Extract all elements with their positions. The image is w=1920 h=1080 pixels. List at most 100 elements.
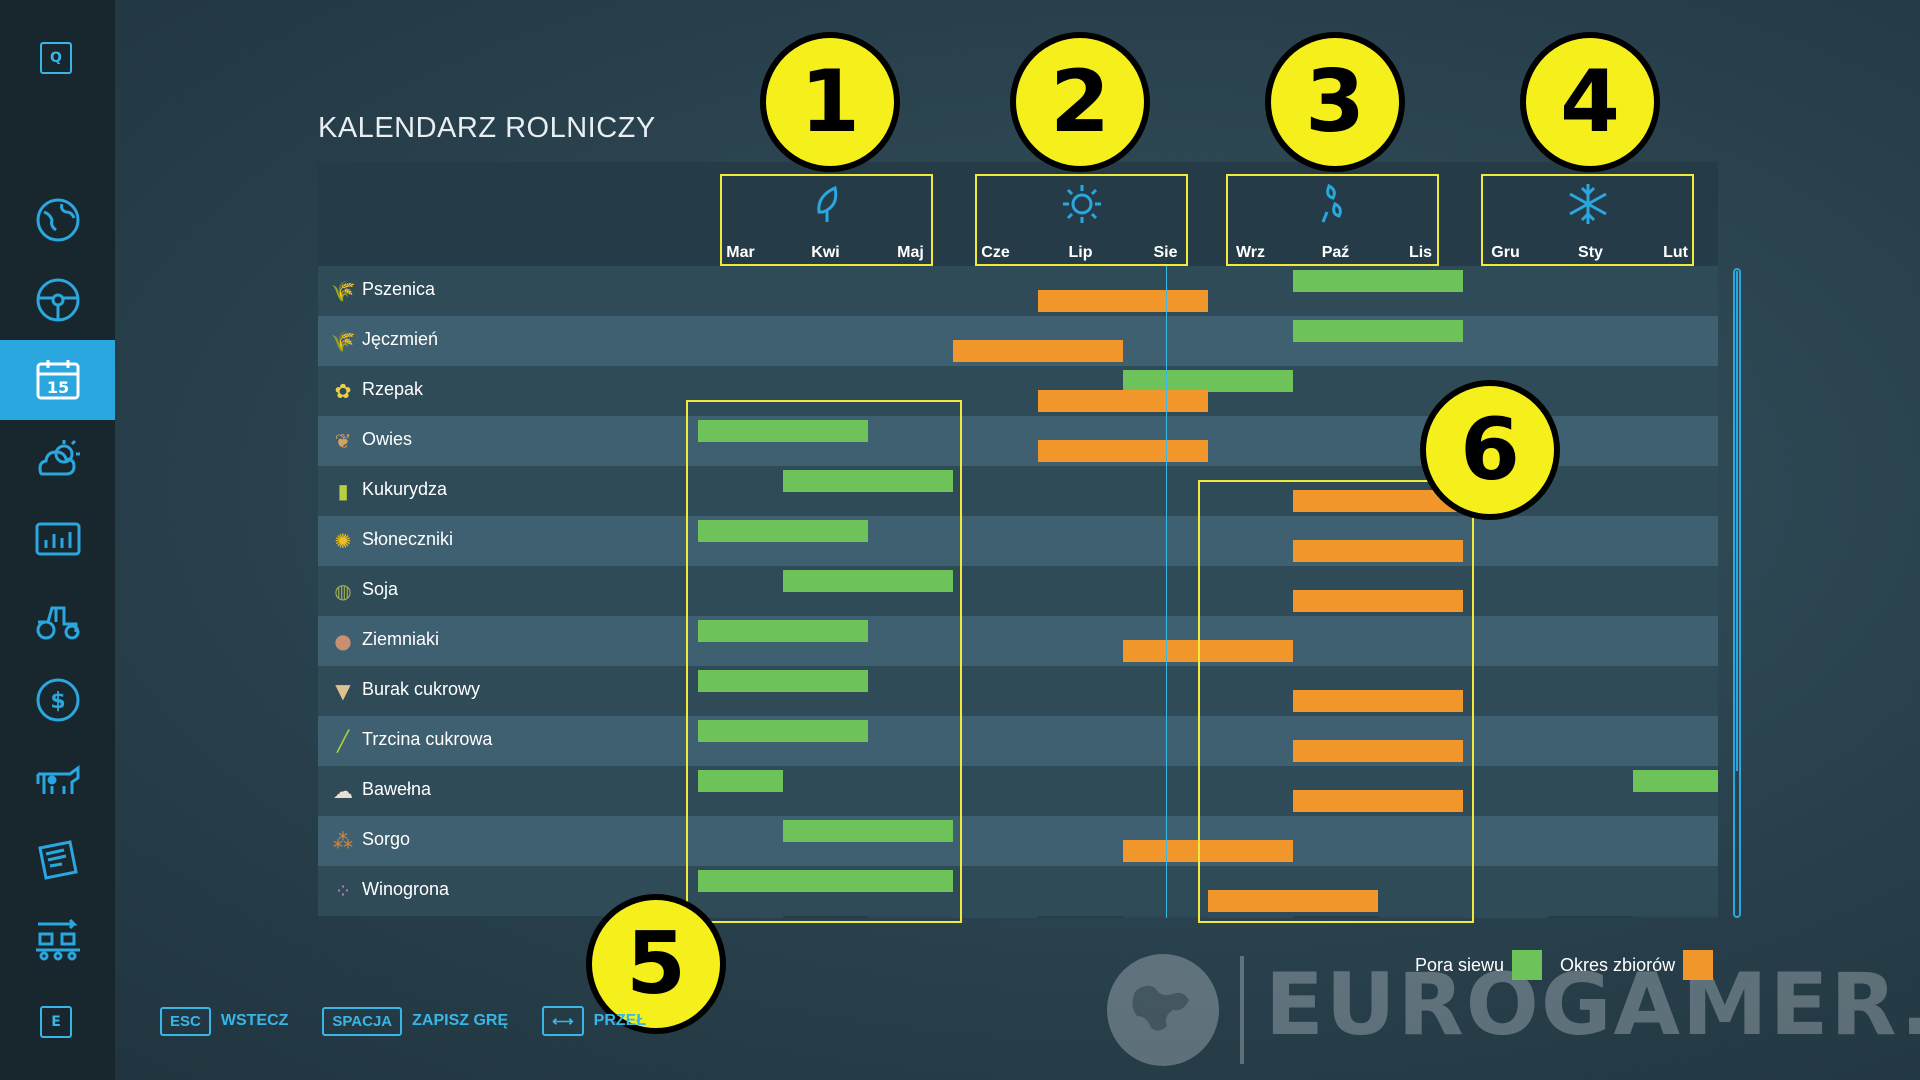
month-label: Kwi — [811, 244, 840, 261]
harvest-period-bar — [1293, 690, 1463, 712]
harvest-period-bar — [1293, 540, 1463, 562]
month-label: Mar — [726, 244, 755, 261]
sidebar-item-calendar[interactable]: 15 — [0, 340, 115, 420]
cow-icon — [36, 765, 79, 794]
legend-harvest-label: Okres zbiorów — [1560, 954, 1676, 975]
crop-name: Rzepak — [362, 379, 424, 399]
highlight-sowing-area — [686, 400, 962, 923]
sowing-period-bar — [1293, 270, 1463, 292]
month-label: Gru — [1491, 244, 1520, 261]
canola-icon: ✿ — [334, 379, 352, 403]
legend-sow-label: Pora siewu — [1415, 954, 1505, 975]
wheat-icon: 🌾 — [330, 279, 356, 303]
harvest-period-bar — [1038, 290, 1208, 312]
sidebar-item-map[interactable] — [0, 180, 115, 260]
oat-icon: ❦ — [334, 429, 352, 453]
crop-name: Kukurydza — [362, 479, 448, 499]
save-label: ZAPISZ GRĘ — [412, 1012, 509, 1029]
sidebar-key-q[interactable]: Q — [40, 42, 72, 74]
weather-icon — [37, 439, 80, 476]
sowing-period-bar — [698, 420, 868, 442]
calendar-day: 15 — [46, 378, 68, 397]
table-row[interactable]: ✺ Słoneczniki — [318, 516, 1718, 566]
table-row[interactable]: ▼ Burak cukrowy — [318, 666, 1718, 716]
harvest-period-bar — [1293, 790, 1463, 812]
crop-name: Bawełna — [362, 779, 432, 799]
table-row[interactable]: ⁘ Winogrona — [318, 866, 1718, 916]
table-row[interactable]: 🌾 Pszenica — [318, 266, 1718, 316]
sowing-period-bar — [1633, 770, 1718, 792]
badge-4: 4 — [1520, 32, 1660, 172]
table-row[interactable]: ╱ Trzcina cukrowa — [318, 716, 1718, 766]
harvest-period-bar — [953, 340, 1123, 362]
calendar-icon: 15 — [36, 360, 79, 400]
steering-wheel-icon — [36, 278, 79, 322]
sidebar-item-finances[interactable]: $ — [0, 660, 115, 740]
sidebar-item-vehicles[interactable] — [0, 260, 115, 340]
leaf-icon — [816, 185, 837, 222]
sowing-period-bar — [783, 470, 953, 492]
sidebar: Q 15 $ — [0, 0, 115, 1080]
back-button[interactable]: ESC WSTECZ — [160, 1006, 289, 1036]
month-label: Lis — [1408, 244, 1433, 261]
season-summer — [975, 174, 1188, 266]
table-row[interactable]: ◍ Soja — [318, 566, 1718, 616]
sun-icon — [1062, 185, 1101, 223]
table-row[interactable]: ● Ziemniaki — [318, 616, 1718, 666]
table-row[interactable]: ⁂ Sorgo — [318, 816, 1718, 866]
back-key: ESC — [160, 1006, 211, 1036]
scroll-thumb[interactable] — [1736, 271, 1738, 771]
sunflower-icon: ✺ — [334, 529, 352, 553]
month-label: Lut — [1663, 244, 1688, 261]
table-row[interactable]: ☁ Bawełna — [318, 766, 1718, 816]
save-key: SPACJA — [322, 1006, 403, 1036]
harvest-period-bar — [1208, 890, 1378, 912]
legend: Pora siewu Okres zbiorów — [1415, 950, 1731, 980]
sidebar-item-garage[interactable] — [0, 580, 115, 660]
dollar-icon: $ — [36, 678, 79, 722]
sowing-period-bar — [1293, 320, 1463, 342]
harvest-period-bar — [1038, 390, 1208, 412]
harvest-period-bar — [1038, 440, 1208, 462]
badge-6: 6 — [1420, 380, 1560, 520]
sidebar-item-contracts[interactable] — [0, 820, 115, 900]
crop-name: Ziemniaki — [362, 629, 440, 649]
contracts-icon — [37, 840, 78, 880]
highlight-harvest-area — [1198, 480, 1474, 923]
sidebar-key-e[interactable]: E — [40, 1006, 72, 1038]
legend-sow-swatch — [1512, 950, 1543, 980]
season-winter — [1481, 174, 1694, 266]
crop-name: Sorgo — [362, 829, 411, 849]
season-spring — [720, 174, 933, 266]
falling-leaves-icon — [1321, 183, 1342, 223]
season-autumn — [1226, 174, 1439, 266]
sowing-period-bar — [783, 820, 953, 842]
watermark-separator — [1240, 956, 1244, 1064]
svg-text:$: $ — [50, 689, 65, 714]
watermark-text: EUROGAMER.pl — [1265, 955, 1920, 1055]
back-label: WSTECZ — [220, 1012, 289, 1029]
save-game-button[interactable]: SPACJA ZAPISZ GRĘ — [322, 1006, 509, 1036]
table-row[interactable]: 🌾 Jęczmień — [318, 316, 1718, 366]
crop-name: Winogrona — [362, 879, 450, 899]
production-icon — [35, 918, 80, 961]
sowing-period-bar — [698, 670, 868, 692]
sidebar-item-production[interactable] — [0, 900, 115, 980]
switch-button[interactable]: ⟷ PRZEŁ — [542, 1006, 646, 1036]
table-header: Mar Kwi Maj Cze Lip Sie Wrz Paź Lis Gru Sty Lut — [318, 162, 1718, 266]
current-date-line — [1165, 266, 1167, 918]
month-label: Lip — [1068, 244, 1093, 261]
sidebar-item-weather[interactable] — [0, 420, 115, 500]
crop-name: Jęczmień — [362, 329, 439, 349]
globe-map-icon — [36, 198, 79, 242]
switch-label: PRZEŁ — [593, 1012, 647, 1029]
badge-5: 5 — [586, 894, 726, 1034]
crop-name: Słoneczniki — [362, 529, 454, 549]
sidebar-item-statistics[interactable] — [0, 500, 115, 580]
crop-calendar-table: Mar Kwi Maj Cze Lip Sie Wrz Paź Lis Gru Sty Lut 🌾 Ps… — [318, 162, 1741, 918]
month-label: Maj — [897, 244, 924, 261]
sugar-beet-icon: ▼ — [335, 679, 351, 703]
scrollbar[interactable] — [1733, 268, 1741, 918]
crop-name: Pszenica — [362, 279, 436, 299]
sidebar-item-animals[interactable] — [0, 740, 115, 820]
